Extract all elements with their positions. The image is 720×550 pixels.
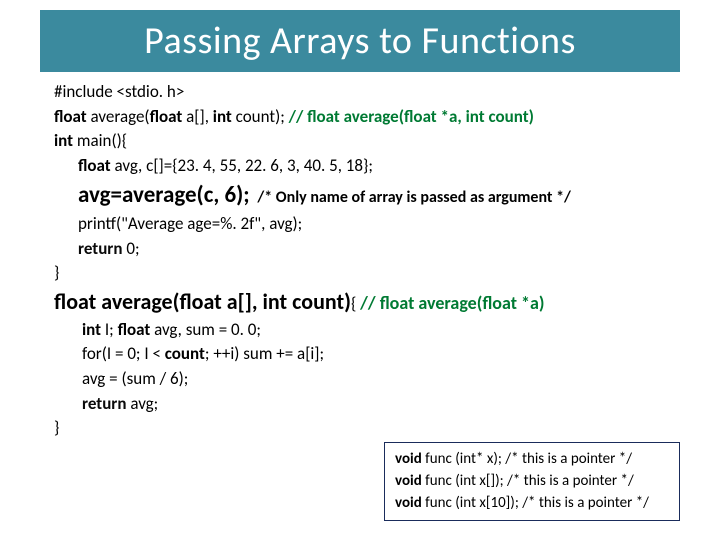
box-line3: void func (int x[10]); /* this is a poin… <box>395 493 671 515</box>
kw-int: int <box>263 288 288 315</box>
kw-void: void <box>395 494 422 512</box>
txt: count); <box>232 106 289 127</box>
kw-void: void <box>395 472 422 490</box>
txt: avg; <box>126 393 158 414</box>
txt: count) <box>287 288 351 315</box>
comment-funcdef: // float average(float *a) <box>360 292 544 314</box>
txt: func (int* x); /* this is a pointer */ <box>422 450 632 468</box>
line-funcdef: float average(float a[], int count){ // … <box>54 286 674 318</box>
line-body2: for(I = 0; I < count; ++i) sum += a[i]; <box>54 342 674 367</box>
kw-int: int <box>54 130 73 151</box>
txt: avg, c[]={23. 4, 55, 22. 6, 3, 40. 5, 18… <box>111 155 373 176</box>
kw-count: count <box>165 343 205 364</box>
txt: ; ++i) sum += a[i]; <box>205 343 324 364</box>
line-include: #include <stdio. h> <box>54 80 674 105</box>
line-body3: avg = (sum / 6); <box>54 367 674 392</box>
kw-int: int <box>213 106 232 127</box>
kw-float: float <box>54 288 96 315</box>
kw-float: float <box>150 106 183 127</box>
txt: average( <box>87 106 150 127</box>
line-prototype: float average(float a[], int count); // … <box>54 105 674 130</box>
txt: for(I = 0; I < <box>82 343 165 364</box>
title-bar: Passing Arrays to Functions <box>40 10 680 72</box>
txt: avg, sum = 0. 0; <box>150 319 261 340</box>
line-main: int main(){ <box>54 129 674 154</box>
txt: main(){ <box>73 130 127 151</box>
txt: func (int x[10]); /* this is a pointer *… <box>422 494 649 512</box>
kw-float: float <box>54 106 87 127</box>
comment-only-name: /* Only name of array is passed as argum… <box>257 188 571 207</box>
slide-title: Passing Arrays to Functions <box>144 18 576 64</box>
line-call: avg=average(c, 6); /* Only name of array… <box>54 179 674 212</box>
box-line1: void func (int* x); /* this is a pointer… <box>395 449 671 471</box>
line-brace: } <box>54 261 674 286</box>
kw-float: float <box>179 288 221 315</box>
line-body1: int I; float avg, sum = 0. 0; <box>54 318 674 343</box>
line-body5: } <box>54 416 674 441</box>
kw-void: void <box>395 450 422 468</box>
kw-return: return <box>82 393 126 414</box>
kw-float: float <box>78 155 111 176</box>
txt: 0; <box>122 238 139 259</box>
txt: average( <box>96 288 179 315</box>
avg-call: avg=average(c, 6); <box>78 181 250 209</box>
kw-return: return <box>78 238 122 259</box>
box-line2: void func (int x[]); /* this is a pointe… <box>395 471 671 493</box>
kw-float: float <box>118 319 151 340</box>
txt: I; <box>101 319 118 340</box>
code-content: #include <stdio. h> float average(float … <box>0 72 720 441</box>
kw-int: int <box>82 319 101 340</box>
line-body4: return avg; <box>54 392 674 417</box>
brace: { <box>351 293 360 314</box>
line-return0: return 0; <box>54 237 674 262</box>
line-decl: float avg, c[]={23. 4, 55, 22. 6, 3, 40.… <box>54 154 674 179</box>
txt: func (int x[]); /* this is a pointer */ <box>422 472 634 490</box>
comment-prototype: // float average(float *a, int count) <box>289 106 534 127</box>
txt: a[], <box>182 106 213 127</box>
pointer-box: void func (int* x); /* this is a pointer… <box>384 442 680 521</box>
txt: a[], <box>222 288 263 315</box>
line-printf: printf("Average age=%. 2f", avg); <box>54 212 674 237</box>
